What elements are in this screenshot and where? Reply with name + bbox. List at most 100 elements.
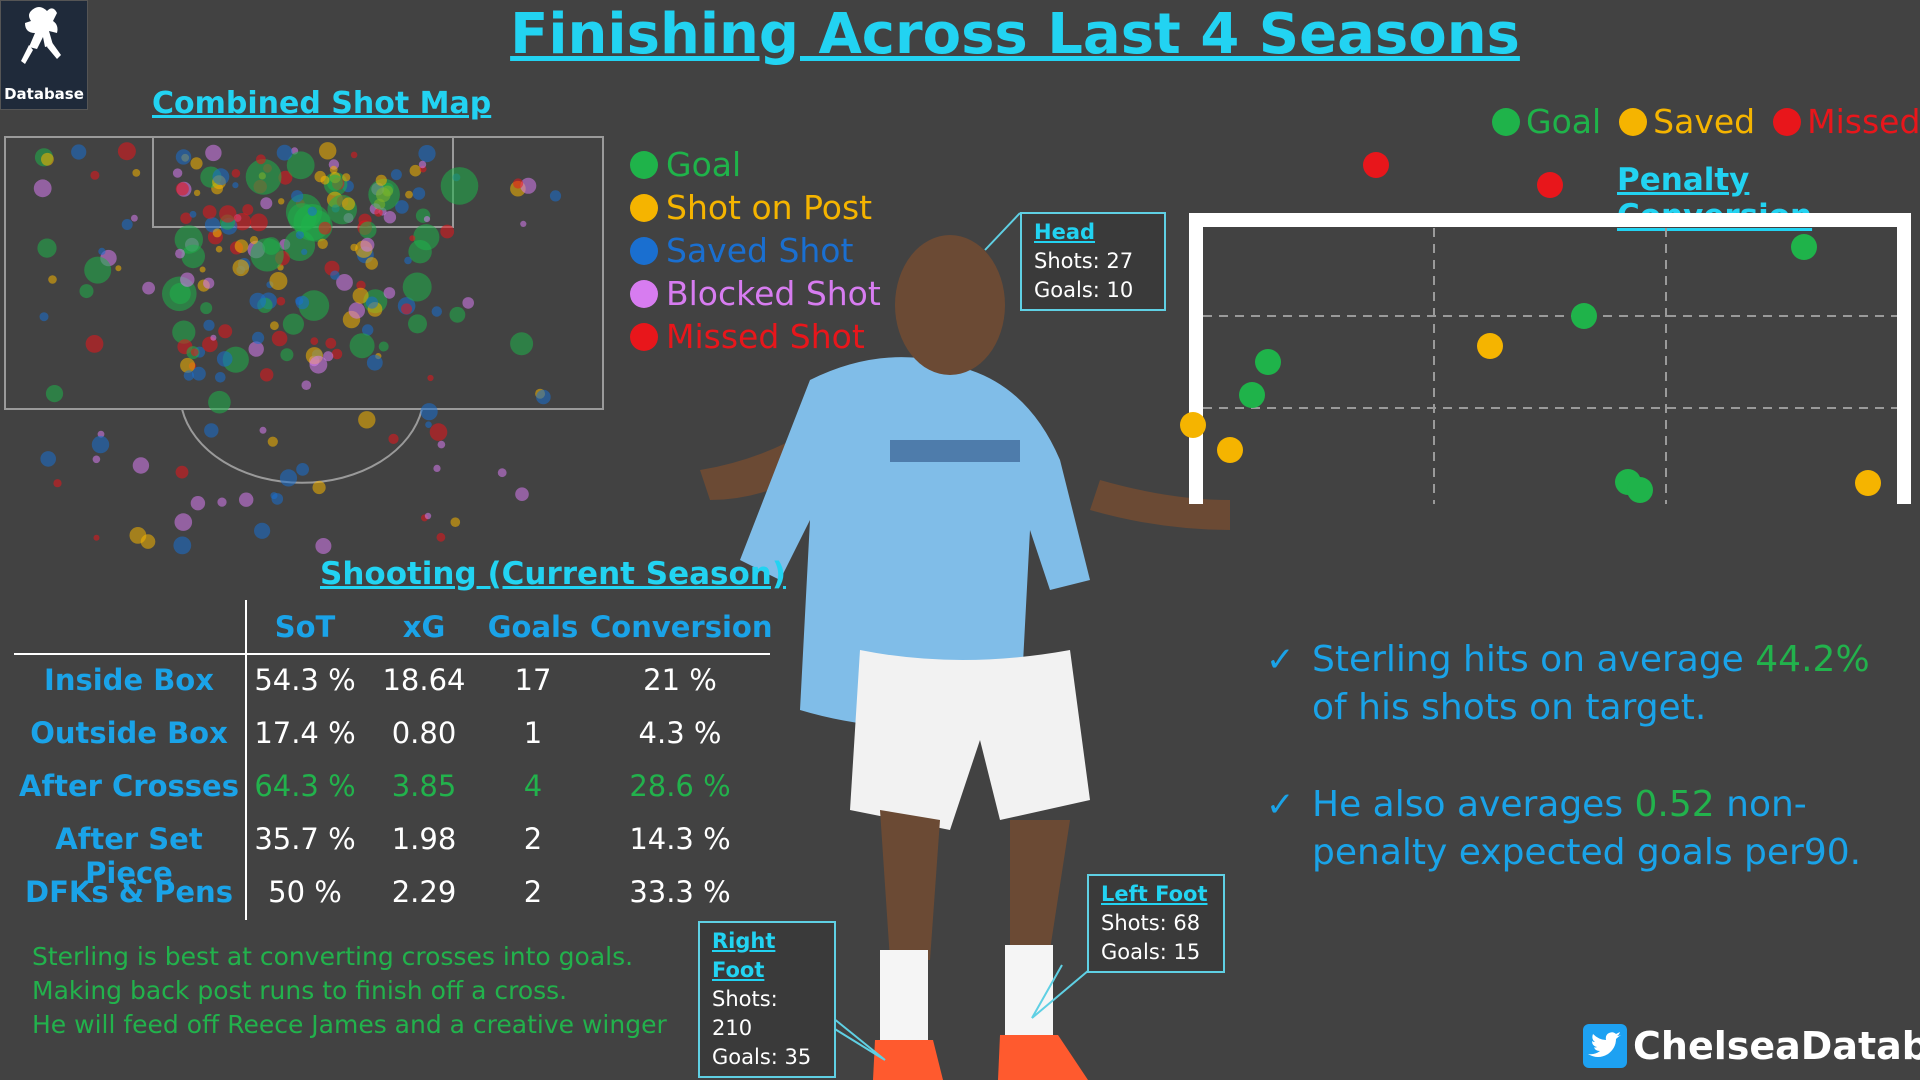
shot-dot	[242, 204, 254, 216]
table-cell: 17	[514, 663, 552, 697]
shot-dot	[409, 235, 416, 242]
shot-dot	[216, 351, 233, 367]
shooting-title: Shooting (Current Season)	[320, 556, 787, 592]
shot-dot	[365, 257, 379, 270]
saved-dot-icon	[1619, 107, 1648, 136]
shot-dot	[301, 380, 312, 390]
shot-dot	[192, 366, 206, 381]
shot-dot	[383, 287, 396, 299]
shot-dot	[520, 220, 527, 227]
shot-dot	[91, 435, 110, 454]
table-cell: 1	[523, 716, 543, 750]
left-foot-shots: Shots: 68	[1101, 911, 1201, 935]
shot-dot	[401, 303, 412, 315]
shot-dot	[232, 259, 250, 277]
shot-dot	[260, 368, 274, 382]
pen-legend-missed-label: Missed	[1807, 102, 1920, 141]
shot-dot	[142, 281, 156, 295]
shot-dot	[254, 522, 271, 539]
shot-dot	[212, 168, 230, 186]
shot-dot	[362, 324, 374, 336]
shot-dot	[175, 149, 192, 165]
shot-dot	[234, 239, 249, 253]
col-header-xg: xG	[402, 610, 446, 644]
post-dot-icon	[630, 193, 658, 222]
shot-dot	[260, 197, 273, 210]
shot-dot	[374, 208, 383, 217]
legend-missed-label: Missed Shot	[666, 317, 865, 356]
shot-dot	[41, 152, 54, 166]
shot-dot	[330, 270, 340, 280]
shot-dot	[93, 534, 100, 541]
penalty-arc	[181, 408, 423, 484]
shot-dot	[520, 177, 537, 194]
penalty-dot	[1363, 152, 1389, 178]
shot-dot	[301, 248, 308, 255]
pen-legend-saved: Saved	[1619, 102, 1755, 141]
shot-dot	[413, 224, 440, 251]
table-grid	[14, 600, 770, 920]
col-header-goals: Goals	[487, 610, 579, 644]
table-cell: 3.85	[391, 769, 457, 803]
shot-dot	[315, 538, 332, 554]
shot-dot	[365, 296, 379, 309]
insight-shots-on-target: ✓ Sterling hits on average 44.2% of his …	[1266, 636, 1902, 732]
shot-dot	[276, 296, 286, 306]
table-cell: 28.6 %	[629, 769, 731, 803]
insight-text: non-penalty expected goals per90.	[1312, 784, 1862, 873]
row-label: After Set Piece	[55, 822, 203, 890]
shot-dot	[388, 433, 399, 444]
table-cell: 4	[523, 769, 543, 803]
table-cell: 1.98	[391, 822, 457, 856]
shot-dot	[418, 160, 427, 169]
head-callout-title: Head	[1034, 220, 1096, 244]
shot-dot	[117, 142, 136, 161]
shot-dot	[115, 265, 122, 272]
shot-dot	[356, 280, 366, 290]
legend-missed-shot: Missed Shot	[630, 317, 865, 356]
penalty-goal	[1180, 152, 1911, 504]
twitter-handle[interactable]: ChelseaDatabase	[1583, 1024, 1920, 1068]
missed-dot-icon	[630, 322, 658, 351]
shot-dot	[323, 351, 334, 362]
shot-dot	[342, 173, 351, 182]
shot-dot	[359, 221, 377, 239]
shot-dot	[420, 403, 438, 421]
shot-dot	[383, 211, 397, 224]
shot-dot	[232, 182, 239, 189]
shot-dot	[378, 341, 389, 352]
table-cell: 35.7 %	[254, 822, 356, 856]
shot-dot	[449, 306, 466, 323]
penalty-dot	[1217, 437, 1243, 463]
shot-dot	[368, 178, 400, 211]
shot-dot	[204, 423, 219, 438]
legend-blocked-label: Blocked Shot	[666, 274, 881, 313]
shot-dot	[190, 496, 206, 511]
shot-dot	[218, 324, 233, 339]
table-cell: 33.3 %	[629, 875, 731, 909]
shot-dot	[423, 216, 431, 223]
penalty-dot	[1791, 234, 1817, 260]
shot-dot	[404, 256, 412, 265]
shot-dot	[90, 170, 100, 180]
shot-dot	[440, 167, 479, 205]
missed-dot-icon	[1773, 107, 1802, 136]
shot-dot	[33, 179, 52, 198]
shot-dot	[329, 165, 338, 174]
shooting-notes: Sterling is best at converting crosses i…	[32, 940, 667, 1042]
table-cell: 54.3 %	[254, 663, 356, 697]
shot-dot	[412, 187, 426, 200]
shot-dot	[320, 175, 330, 185]
shot-dot	[190, 348, 199, 357]
shot-dot	[352, 287, 369, 304]
shot-dot	[219, 205, 237, 223]
shot-dot	[549, 190, 562, 202]
left-foot-callout: Left Foot Shots: 68 Goals: 15	[1087, 874, 1225, 973]
penalty-title: Penalty Conversion	[1617, 162, 1813, 234]
shot-dot	[350, 151, 358, 159]
shot-dot	[269, 272, 288, 290]
note-line: Sterling is best at converting crosses i…	[32, 942, 634, 971]
shot-dot	[37, 238, 57, 258]
shot-dot	[348, 302, 365, 319]
legend-saved-label: Saved Shot	[666, 231, 854, 270]
